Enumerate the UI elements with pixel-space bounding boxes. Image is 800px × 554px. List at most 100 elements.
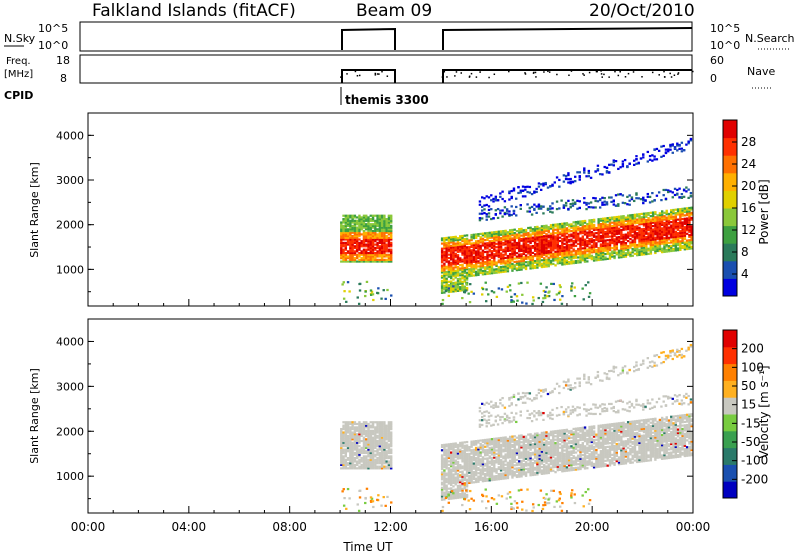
power-pixel — [535, 190, 538, 194]
velocity-pixel — [346, 450, 350, 453]
velocity-pixel — [344, 453, 348, 456]
power-pixel — [542, 289, 546, 293]
power-pixel — [369, 224, 372, 228]
velocity-pixel — [369, 445, 372, 448]
power-pixel — [670, 212, 673, 215]
power-pixel — [443, 237, 446, 240]
velocity-pixel — [493, 478, 496, 481]
velocity-pixel — [456, 493, 460, 496]
power-pixel — [351, 214, 354, 217]
power-pixel — [590, 247, 594, 251]
power-pixel — [608, 240, 612, 243]
velocity-pixel — [443, 483, 446, 486]
power-pixel — [687, 188, 690, 191]
velocity-pixel — [362, 441, 366, 444]
power-pixel — [374, 243, 377, 246]
velocity-pixel — [358, 450, 361, 453]
velocity-pixel — [371, 446, 375, 449]
velocity-pixel — [502, 475, 505, 479]
velocity-pixel — [459, 453, 462, 456]
power-pixel — [508, 235, 512, 239]
power-pixel — [452, 286, 455, 290]
velocity-pixel — [380, 451, 384, 455]
power-pixel — [468, 261, 471, 264]
power-pixel — [581, 226, 584, 230]
velocity-pixel — [344, 422, 348, 426]
power-pixel — [389, 243, 393, 246]
velocity-pixel — [383, 450, 386, 453]
power-pixel — [511, 230, 514, 233]
velocity-pixel — [360, 467, 363, 470]
power-pixel — [343, 290, 346, 293]
power-pixel — [577, 232, 580, 235]
power-pixel — [581, 220, 584, 223]
power-pixel — [640, 229, 643, 232]
power-pixel — [670, 246, 673, 249]
power-pixel — [371, 260, 375, 263]
power-pixel — [622, 249, 625, 252]
power-pixel — [358, 231, 361, 234]
power-pixel — [549, 247, 553, 251]
velocity-pixel — [490, 458, 494, 461]
power-pixel — [667, 250, 671, 253]
power-pixel — [353, 260, 357, 263]
power-pixel — [611, 250, 614, 253]
power-pixel — [640, 253, 643, 256]
power-pixel — [459, 272, 462, 275]
power-pixel — [385, 223, 388, 226]
velocity-pixel — [380, 443, 384, 446]
velocity-pixel — [449, 487, 453, 490]
velocity-pixel — [468, 456, 471, 459]
power-pixel — [389, 231, 393, 234]
velocity-pixel — [488, 457, 491, 460]
power-pixel — [508, 232, 512, 235]
power-pixel — [461, 260, 464, 263]
power-pixel — [524, 250, 528, 254]
power-pixel — [506, 243, 510, 246]
velocity-pixel — [472, 474, 476, 477]
power-pixel — [378, 251, 382, 255]
velocity-pixel — [360, 426, 363, 429]
power-pixel — [608, 255, 612, 259]
velocity-pixel — [344, 441, 348, 444]
power-pixel — [688, 220, 691, 223]
velocity-pixel — [495, 471, 498, 474]
power-pixel — [487, 293, 490, 296]
power-pixel — [501, 209, 504, 212]
power-pixel — [443, 242, 446, 245]
power-pixel — [574, 261, 578, 264]
power-pixel — [629, 221, 632, 224]
velocity-pixel — [383, 446, 386, 449]
power-pixel — [545, 246, 548, 249]
velocity-pixel — [365, 463, 368, 467]
velocity-pixel — [465, 458, 469, 461]
velocity-pixel — [468, 471, 471, 474]
power-pixel — [454, 254, 457, 257]
velocity-pixel — [490, 439, 494, 442]
velocity-pixel — [369, 467, 372, 470]
power-pixel — [570, 260, 573, 263]
power-pixel — [506, 237, 510, 241]
velocity-pixel — [481, 471, 485, 474]
power-pixel — [633, 237, 637, 240]
power-pixel — [524, 244, 528, 247]
power-pixel — [531, 239, 535, 243]
power-pixel — [651, 216, 655, 219]
power-pixel — [463, 277, 467, 280]
power-pixel — [362, 219, 366, 222]
power-pixel — [389, 251, 393, 255]
velocity-pixel — [342, 439, 345, 443]
power-pixel — [586, 239, 589, 243]
power-pixel — [447, 290, 451, 294]
velocity-pixel — [342, 427, 345, 431]
power-pixel — [488, 233, 491, 236]
power-pixel — [340, 260, 343, 263]
power-pixel — [524, 245, 528, 249]
power-pixel — [667, 236, 671, 239]
velocity-pixel — [355, 457, 359, 460]
power-pixel — [351, 255, 354, 258]
nave-dot — [588, 71, 591, 74]
power-pixel — [636, 226, 639, 230]
power-pixel — [383, 245, 386, 248]
